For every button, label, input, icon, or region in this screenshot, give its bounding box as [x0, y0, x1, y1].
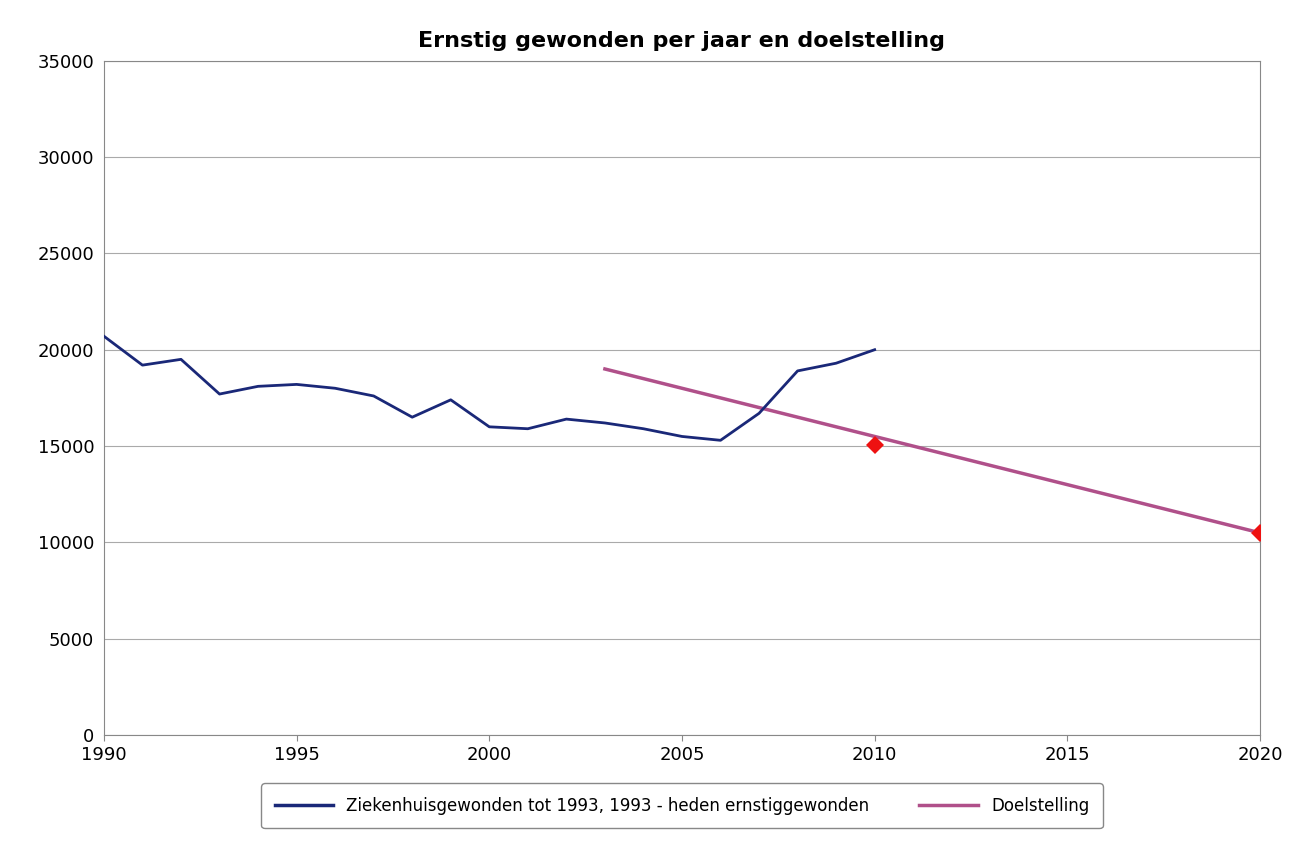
Legend: Ziekenhuisgewonden tot 1993, 1993 - heden ernstiggewonden, Doelstelling: Ziekenhuisgewonden tot 1993, 1993 - hede… — [261, 784, 1103, 828]
Title: Ernstig gewonden per jaar en doelstelling: Ernstig gewonden per jaar en doelstellin… — [418, 30, 946, 51]
